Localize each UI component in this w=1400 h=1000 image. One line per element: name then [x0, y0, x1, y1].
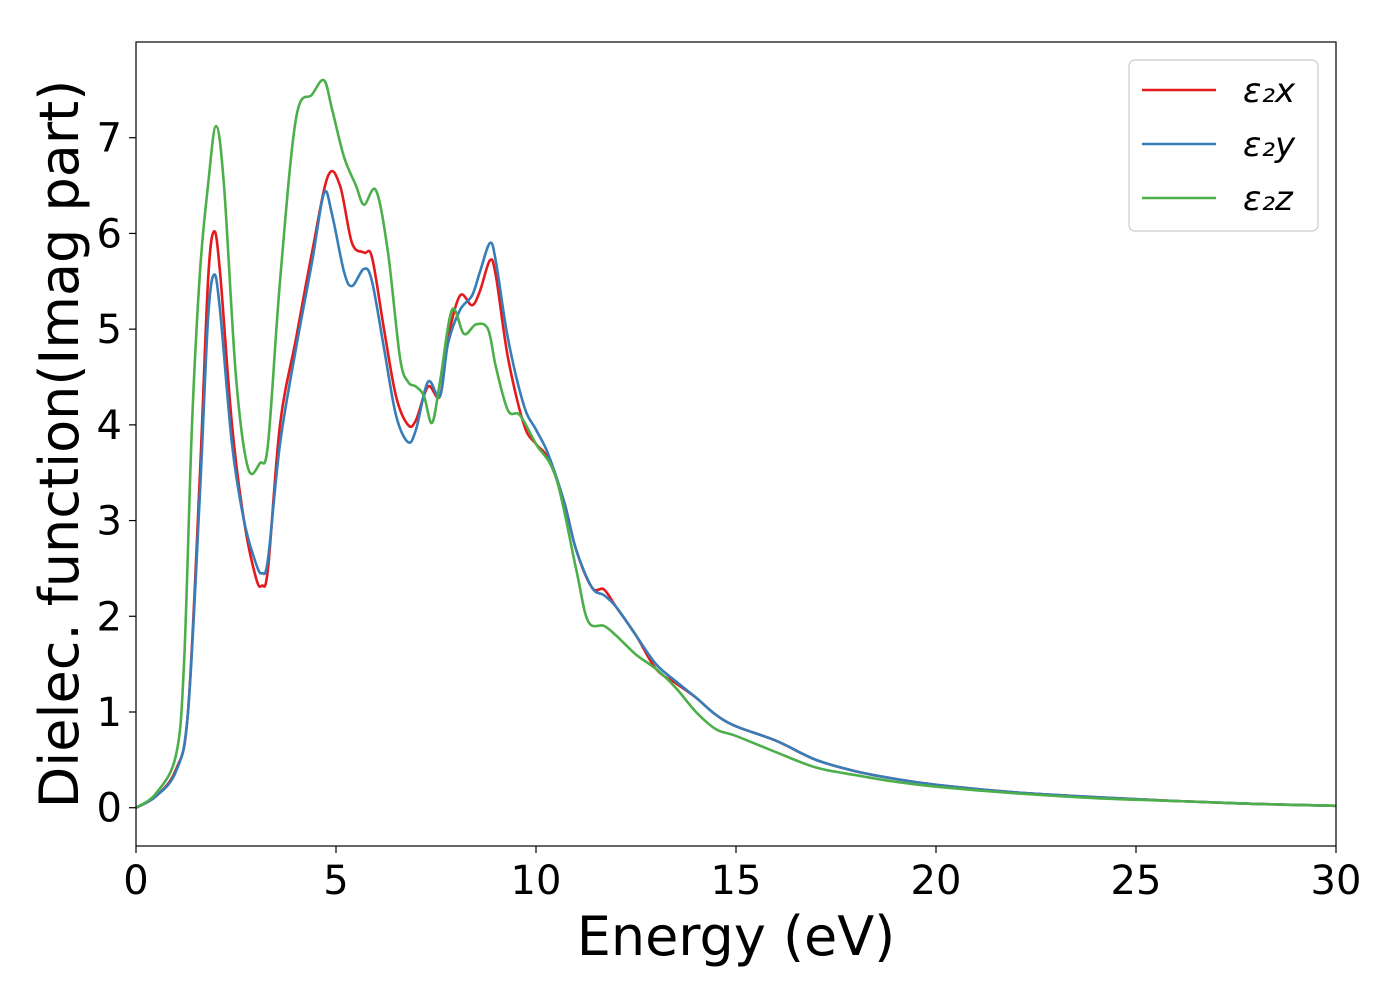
- series-line-2: [136, 190, 1336, 809]
- y-tick-label: 0: [97, 786, 122, 832]
- y-axis-label: Dielec. function(Imag part): [28, 80, 91, 809]
- y-tick-label: 5: [97, 307, 122, 353]
- y-tick-label: 3: [97, 499, 122, 545]
- x-tick-label: 30: [1311, 858, 1362, 904]
- legend-label: ε₂z: [1243, 179, 1294, 219]
- series-line-1: [136, 169, 1336, 809]
- x-tick-label: 10: [511, 858, 562, 904]
- y-tick-label: 4: [97, 403, 122, 449]
- y-tick-label: 1: [97, 690, 122, 736]
- legend-label: ε₂x: [1243, 71, 1296, 111]
- x-tick-label: 5: [323, 858, 348, 904]
- legend-label: ε₂y: [1243, 125, 1296, 165]
- legend-box: [1128, 59, 1319, 232]
- series-line-3: [136, 78, 1336, 809]
- series-layer: [136, 78, 1336, 809]
- y-tick-label: 6: [97, 211, 122, 257]
- x-tick-label: 20: [911, 858, 962, 904]
- legend: ε₂x ε₂y ε₂z: [1128, 59, 1319, 232]
- x-tick-label: 0: [123, 858, 148, 904]
- x-tick-label: 15: [711, 858, 762, 904]
- y-tick-label: 2: [97, 594, 122, 640]
- y-tick-label: 7: [97, 116, 122, 162]
- x-tick-label: 25: [1111, 858, 1162, 904]
- x-axis-label: Energy (eV): [577, 905, 896, 968]
- ticks-layer: 0 5 10 15 20 25 30 0 1 2 3 4 5 6 7: [97, 116, 1362, 904]
